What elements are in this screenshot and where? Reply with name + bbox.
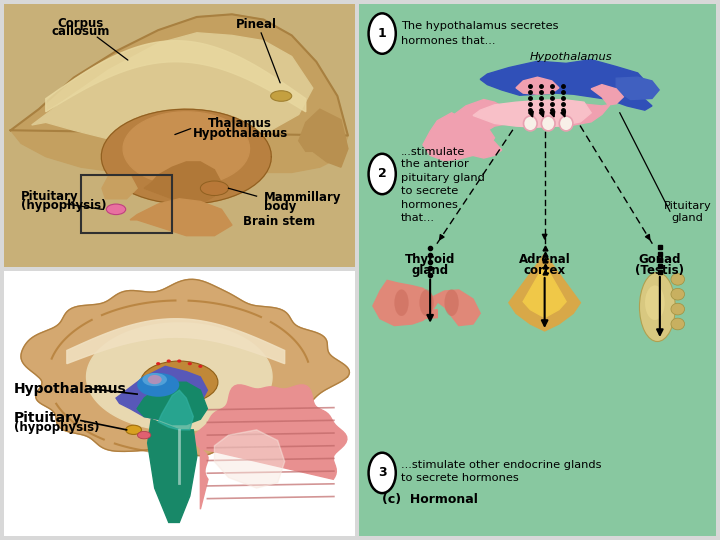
- Circle shape: [369, 154, 396, 194]
- Ellipse shape: [140, 361, 218, 403]
- Text: Gonad: Gonad: [639, 253, 681, 266]
- Text: hormones: hormones: [401, 200, 458, 210]
- Circle shape: [198, 364, 202, 368]
- Circle shape: [177, 360, 181, 363]
- Polygon shape: [215, 430, 284, 488]
- Text: Pituitary: Pituitary: [21, 190, 78, 202]
- Circle shape: [369, 453, 396, 493]
- Ellipse shape: [200, 181, 228, 195]
- Ellipse shape: [419, 289, 433, 316]
- Ellipse shape: [645, 286, 665, 320]
- Polygon shape: [473, 99, 591, 127]
- Text: that...: that...: [401, 213, 435, 222]
- Ellipse shape: [126, 425, 142, 435]
- Polygon shape: [144, 162, 222, 204]
- Polygon shape: [433, 290, 480, 326]
- Polygon shape: [116, 366, 207, 419]
- Polygon shape: [158, 390, 194, 430]
- Ellipse shape: [671, 318, 685, 330]
- Circle shape: [188, 362, 192, 365]
- Text: (hypophysis): (hypophysis): [21, 199, 107, 212]
- Ellipse shape: [523, 116, 537, 131]
- Ellipse shape: [148, 375, 162, 384]
- Text: Hypothalamus: Hypothalamus: [530, 52, 613, 62]
- Ellipse shape: [671, 288, 685, 300]
- Text: Brain stem: Brain stem: [243, 215, 315, 228]
- Polygon shape: [148, 419, 197, 523]
- Text: 3: 3: [378, 467, 387, 480]
- Ellipse shape: [671, 273, 685, 285]
- Ellipse shape: [671, 303, 685, 315]
- Ellipse shape: [271, 91, 292, 102]
- Bar: [81, 175, 172, 233]
- Polygon shape: [130, 199, 232, 235]
- Polygon shape: [102, 175, 137, 199]
- Polygon shape: [102, 109, 271, 204]
- Text: ...stimulate other endocrine glands: ...stimulate other endocrine glands: [401, 461, 601, 470]
- Text: Thyroid: Thyroid: [405, 253, 455, 266]
- Polygon shape: [480, 59, 652, 110]
- Ellipse shape: [138, 431, 150, 439]
- Ellipse shape: [395, 289, 409, 316]
- Text: 1: 1: [378, 27, 387, 40]
- Polygon shape: [509, 254, 580, 331]
- Polygon shape: [194, 385, 347, 509]
- Text: (hypophysis): (hypophysis): [14, 421, 99, 434]
- Text: body: body: [264, 200, 296, 213]
- Text: Hypothalamus: Hypothalamus: [194, 127, 289, 140]
- Text: The hypothalamus secretes: The hypothalamus secretes: [401, 21, 558, 31]
- Text: Adrenal: Adrenal: [519, 253, 570, 266]
- Polygon shape: [444, 85, 624, 158]
- Text: to secrete hormones: to secrete hormones: [401, 473, 518, 483]
- Circle shape: [166, 360, 171, 363]
- Polygon shape: [46, 40, 306, 112]
- Text: Mammillary: Mammillary: [264, 191, 341, 204]
- Polygon shape: [137, 382, 207, 424]
- Text: Pituitary: Pituitary: [664, 201, 711, 211]
- Text: 2: 2: [378, 167, 387, 180]
- Text: gland: gland: [672, 213, 703, 222]
- Polygon shape: [299, 109, 348, 167]
- Polygon shape: [516, 77, 559, 94]
- Polygon shape: [86, 323, 272, 431]
- Ellipse shape: [541, 116, 555, 131]
- Text: Thalamus: Thalamus: [207, 117, 271, 130]
- Circle shape: [156, 362, 161, 365]
- Ellipse shape: [143, 373, 167, 386]
- Polygon shape: [373, 280, 437, 326]
- Polygon shape: [123, 112, 250, 186]
- Text: ...stimulate: ...stimulate: [401, 147, 465, 157]
- Ellipse shape: [559, 116, 573, 131]
- Ellipse shape: [107, 204, 126, 214]
- Polygon shape: [616, 77, 659, 99]
- Polygon shape: [11, 15, 348, 172]
- Text: gland: gland: [412, 264, 449, 278]
- Text: callosum: callosum: [52, 25, 110, 38]
- Ellipse shape: [137, 373, 179, 397]
- Text: the anterior: the anterior: [401, 159, 469, 170]
- Text: pituitary gland: pituitary gland: [401, 173, 485, 183]
- Ellipse shape: [639, 272, 675, 341]
- Text: Hypothalamus: Hypothalamus: [14, 382, 127, 396]
- Polygon shape: [523, 265, 566, 318]
- Text: to secrete: to secrete: [401, 186, 458, 196]
- Polygon shape: [67, 319, 284, 364]
- Text: Pineal: Pineal: [236, 18, 277, 31]
- Polygon shape: [423, 309, 437, 319]
- Text: (c)  Hormonal: (c) Hormonal: [382, 493, 478, 506]
- Polygon shape: [423, 113, 495, 161]
- Text: Corpus: Corpus: [58, 17, 104, 30]
- Polygon shape: [21, 279, 349, 456]
- Polygon shape: [32, 33, 312, 146]
- Text: Pituitary: Pituitary: [14, 411, 82, 425]
- Text: hormones that...: hormones that...: [401, 36, 495, 46]
- Circle shape: [369, 14, 396, 54]
- Text: cortex: cortex: [523, 264, 566, 278]
- Ellipse shape: [444, 289, 459, 316]
- Text: (Testis): (Testis): [635, 264, 685, 278]
